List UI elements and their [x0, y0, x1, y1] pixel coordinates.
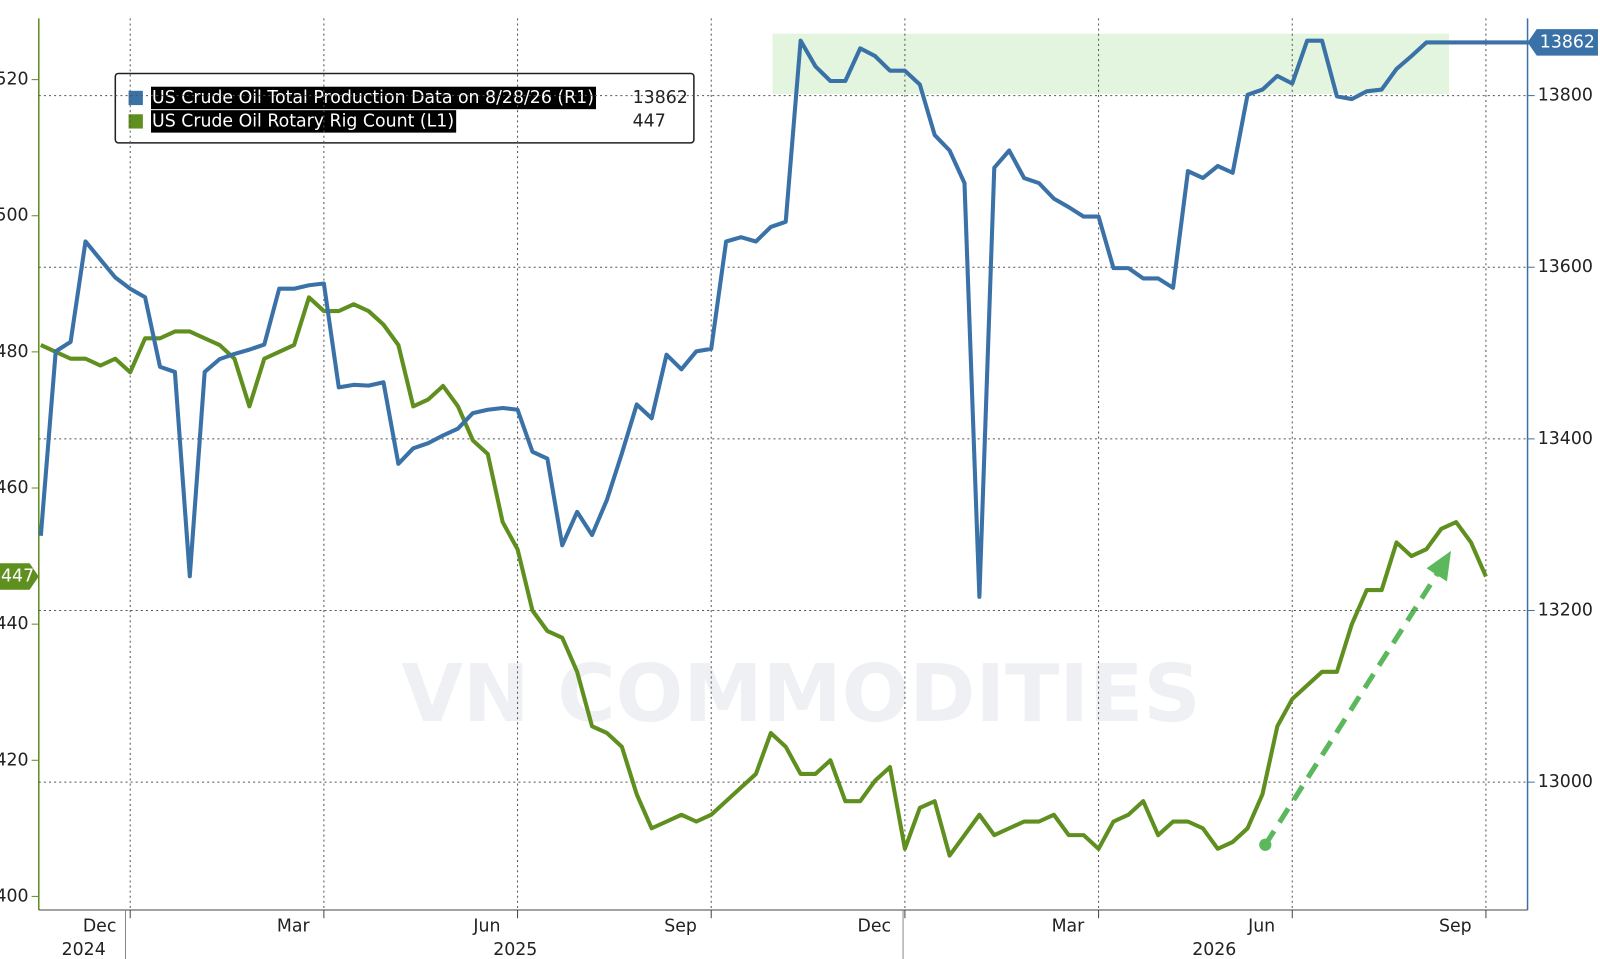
value-badge-label: 13862: [1540, 32, 1595, 52]
x-tick-label: Mar: [277, 916, 311, 936]
y2-tick-label: 13600: [1538, 257, 1593, 277]
y-tick-label: 440: [0, 614, 29, 634]
y-tick-label: 400: [0, 886, 29, 906]
y2-tick-label: 13400: [1538, 429, 1593, 449]
highlight-zone: [772, 33, 1449, 94]
x-year-label: 2024: [62, 940, 106, 959]
x-tick-label: Sep: [1439, 916, 1472, 936]
legend-label: US Crude Oil Total Production Data on 8/…: [152, 88, 594, 108]
x-tick-label: Mar: [1052, 916, 1086, 936]
y-tick-label: 520: [0, 70, 29, 90]
y2-tick-label: 13000: [1538, 772, 1593, 792]
trend-arrow: [1263, 569, 1441, 847]
series-line: [39, 295, 1488, 858]
trend-arrow-head: [1426, 550, 1452, 582]
value-badge: [0, 563, 39, 590]
y2-tick-label: 13800: [1538, 86, 1593, 106]
y-tick-label: 480: [0, 342, 29, 362]
y2-tick-label: 13200: [1538, 601, 1593, 621]
legend: US Crude Oil Total Production Data on 8/…: [114, 72, 695, 144]
x-tick-label: Sep: [664, 916, 697, 936]
y-tick-label: 420: [0, 750, 29, 770]
y-tick-label: 500: [0, 206, 29, 226]
x-tick-label: Jun: [1247, 916, 1275, 936]
value-badge: [1527, 29, 1598, 56]
x-tick-label: Dec: [858, 916, 892, 936]
legend-label-bg: [151, 110, 457, 133]
value-badge-label: 447: [1, 567, 34, 587]
x-tick-label: Jun: [472, 916, 500, 936]
legend-swatch: [128, 90, 143, 106]
legend-swatch: [128, 114, 143, 129]
legend-label: US Crude Oil Rotary Rig Count (L1): [152, 111, 454, 131]
y-tick-label: 460: [0, 478, 29, 498]
legend-value: 13862: [633, 88, 688, 108]
legend-label-bg: [151, 86, 597, 110]
watermark: VN COMMODITIES: [401, 647, 1200, 740]
trend-arrow-start: [1259, 838, 1272, 851]
series-line: [38, 38, 1531, 599]
legend-value: 447: [633, 111, 666, 131]
x-year-label: 2025: [493, 940, 537, 959]
x-tick-label: Dec: [83, 916, 117, 936]
x-year-label: 2026: [1192, 940, 1236, 959]
